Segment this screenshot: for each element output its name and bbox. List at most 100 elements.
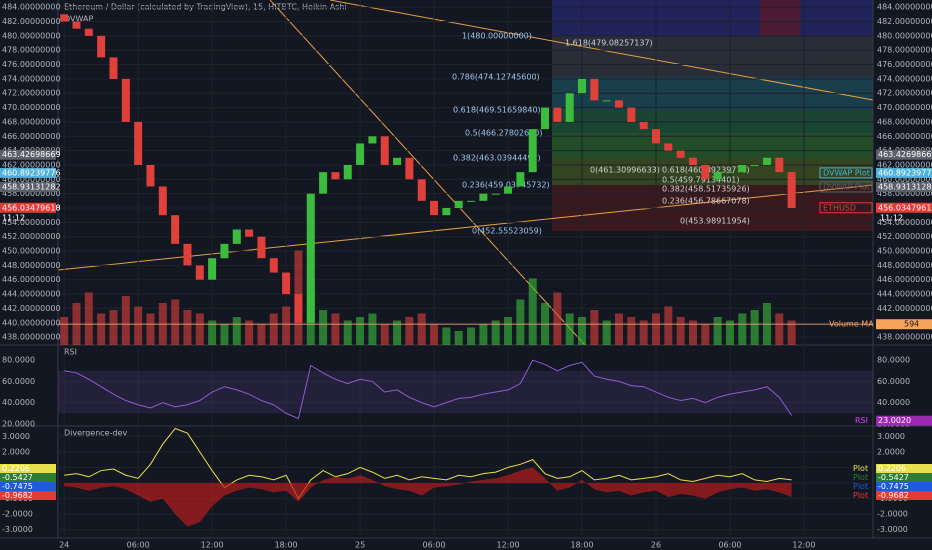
x-tick-label: 12:00 <box>792 541 815 550</box>
fib-label: 1(480.00000000) <box>462 32 532 41</box>
badge <box>0 464 56 473</box>
y-tick-label: 460.00000000 <box>2 175 61 184</box>
candle <box>282 272 291 295</box>
candle <box>245 229 254 237</box>
volume-bar <box>553 292 562 345</box>
candle <box>84 28 93 36</box>
name-badge-label: DVWAP Plot <box>823 182 870 191</box>
y-tick-label: 80.0000 <box>2 356 35 365</box>
price-badge-value: 456.03479618 <box>2 203 61 212</box>
y-tick-label: -3.0000 <box>877 525 908 534</box>
badge-value: -0.7475 <box>878 482 909 491</box>
candle <box>306 193 315 323</box>
y-tick-label: 3.0000 <box>2 432 30 441</box>
y-tick-label: 462.00000000 <box>877 160 932 169</box>
y-tick-label: 2.0000 <box>2 447 30 456</box>
candle <box>442 208 451 216</box>
countdown: 11:12 <box>2 213 25 222</box>
badge <box>0 473 56 482</box>
candle <box>405 157 414 180</box>
y-tick-label: 446.00000000 <box>877 275 932 284</box>
y-tick-label: 468.00000000 <box>877 117 932 126</box>
candle <box>701 164 710 180</box>
y-tick-label: 474.00000000 <box>877 74 932 83</box>
y-tick-label: 452.00000000 <box>2 232 61 241</box>
badge <box>0 491 56 500</box>
volume-bar <box>405 317 414 345</box>
volume-bar <box>516 299 525 345</box>
candle <box>762 157 771 165</box>
badge <box>876 473 932 482</box>
candle <box>787 172 796 209</box>
y-tick-label: 476.00000000 <box>877 60 932 69</box>
badge <box>876 319 932 330</box>
price-badge-value: 460.89239776 <box>2 168 61 177</box>
volume-bar <box>651 313 660 345</box>
y-tick-label: 454.00000000 <box>877 218 932 227</box>
volume-bar <box>331 313 340 345</box>
countdown: 11:12 <box>880 213 903 222</box>
y-tick-label: 474.00000000 <box>2 74 61 83</box>
candle <box>319 172 328 194</box>
y-tick-label: 40.0000 <box>2 398 35 407</box>
volume-bar <box>578 317 587 345</box>
candle <box>146 164 155 187</box>
volume-bar <box>60 317 69 345</box>
candle <box>553 107 562 122</box>
fib-label: 0.382(458.51735926) <box>662 185 750 194</box>
fib-label: 0.618(469.51659840) <box>453 106 541 115</box>
volume-bar <box>306 282 315 345</box>
y-tick-label: 482.00000000 <box>2 17 61 26</box>
volume-bar <box>615 313 624 345</box>
volume-bar <box>590 310 599 345</box>
badge-value: -0.7475 <box>2 482 33 491</box>
candle <box>232 229 241 244</box>
fib-label: 0(461.30996633) <box>590 166 660 175</box>
candle <box>356 143 365 165</box>
y-tick-label: 478.00000000 <box>2 46 61 55</box>
badge-value: -0.9682 <box>2 491 33 500</box>
volume-bar <box>121 296 130 345</box>
y-tick-label: 480.00000000 <box>2 31 61 40</box>
y-tick-label: 470.00000000 <box>2 103 61 112</box>
y-tick-label: 446.00000000 <box>2 275 61 284</box>
y-tick-label: 484.00000000 <box>2 3 61 12</box>
y-tick-label: 448.00000000 <box>877 261 932 270</box>
candle <box>454 200 463 209</box>
candle <box>380 136 389 165</box>
candle <box>528 129 537 173</box>
y-tick-label: 450.00000000 <box>2 247 61 256</box>
x-tick-label: 06:00 <box>718 541 741 550</box>
volume-bar <box>454 331 463 345</box>
volume-bar <box>676 317 685 345</box>
price-badge-value: 463.42698669 <box>878 150 932 159</box>
panel-title: Divergence-dev <box>64 429 127 438</box>
y-tick-label: 472.00000000 <box>877 89 932 98</box>
volume-bar <box>232 317 241 345</box>
volume-bar <box>787 320 796 345</box>
candle <box>750 164 759 166</box>
badge <box>876 482 932 491</box>
candle <box>183 243 192 266</box>
candle <box>430 200 439 216</box>
candle <box>60 14 69 22</box>
y-tick-label: 20.0000 <box>2 419 35 428</box>
volume-bar <box>282 306 291 345</box>
volume-bar <box>430 324 439 345</box>
volume-bar <box>245 320 254 345</box>
candle <box>578 78 587 94</box>
candle <box>72 21 81 29</box>
price-badge <box>876 149 932 160</box>
name-badge <box>819 167 873 179</box>
badge-label: Plot <box>853 473 868 482</box>
y-tick-label: 462.00000000 <box>2 160 61 169</box>
y-tick-label: 450.00000000 <box>877 247 932 256</box>
y-tick-label: 442.00000000 <box>2 304 61 313</box>
volume-bar <box>738 313 747 345</box>
volume-bar <box>380 324 389 345</box>
candle <box>639 121 648 130</box>
price-badge <box>876 202 932 213</box>
candle <box>158 186 167 216</box>
badge-value: -0.5427 <box>878 473 909 482</box>
volume-bar <box>688 320 697 345</box>
